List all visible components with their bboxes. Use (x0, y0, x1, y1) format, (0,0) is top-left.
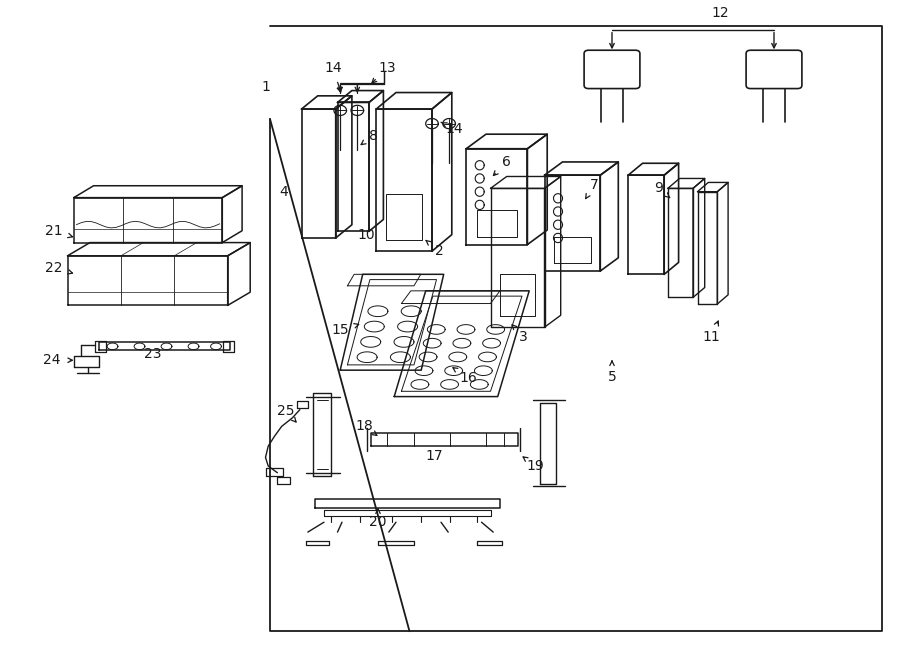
Text: 6: 6 (502, 155, 511, 169)
Text: 5: 5 (608, 369, 616, 384)
Text: 16: 16 (459, 371, 477, 385)
Text: 8: 8 (369, 128, 378, 143)
Text: 12: 12 (711, 6, 729, 20)
Text: 2: 2 (435, 244, 444, 258)
Text: 10: 10 (357, 227, 375, 242)
Text: 23: 23 (144, 346, 162, 361)
Text: 9: 9 (654, 181, 663, 196)
Text: 11: 11 (702, 330, 720, 344)
Text: 21: 21 (45, 224, 63, 239)
Text: 17: 17 (426, 449, 444, 463)
Text: 15: 15 (331, 323, 349, 338)
Text: 18: 18 (356, 419, 373, 434)
Text: 14: 14 (446, 122, 464, 136)
Text: 7: 7 (590, 178, 598, 192)
Text: 3: 3 (519, 330, 528, 344)
Text: 25: 25 (277, 404, 295, 418)
Text: 14: 14 (324, 61, 342, 75)
Text: 1: 1 (261, 80, 270, 95)
Text: 20: 20 (369, 515, 387, 529)
Text: 4: 4 (279, 184, 288, 199)
Text: 24: 24 (42, 353, 60, 368)
FancyBboxPatch shape (746, 50, 802, 89)
FancyBboxPatch shape (584, 50, 640, 89)
Text: 13: 13 (378, 61, 396, 75)
Text: 19: 19 (526, 459, 544, 473)
Text: 22: 22 (45, 260, 63, 275)
